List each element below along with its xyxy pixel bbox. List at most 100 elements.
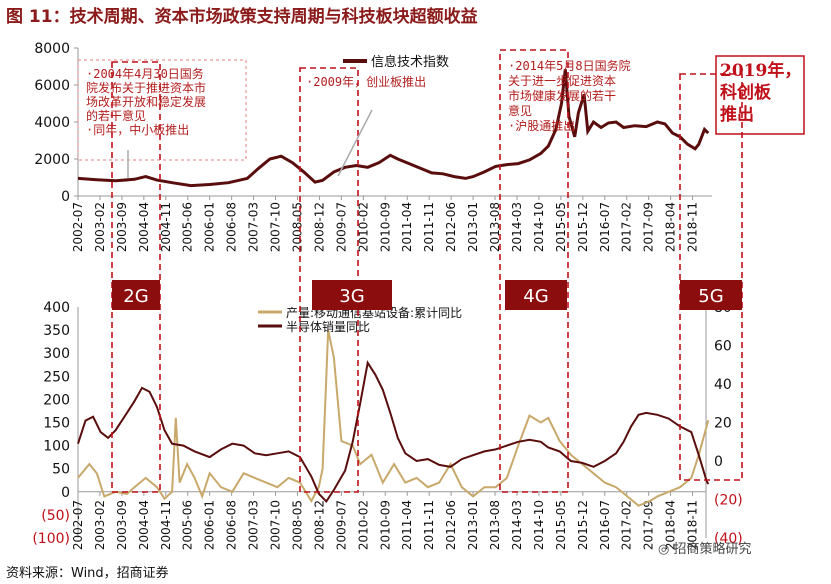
- annotation-frame: [715, 55, 805, 135]
- bottom-x-tick-label: 2018-11: [686, 500, 700, 550]
- annotation-line: ·2004年4月30日国务: [86, 66, 204, 81]
- annotation-line: 推出: [720, 104, 754, 125]
- bottom-x-tick-label: 2007-03: [247, 500, 261, 550]
- annotation-line: 的若干意见: [86, 108, 146, 123]
- annotation-line: ·2014年5月8日国务院: [508, 58, 631, 73]
- top-x-tick-label: 2015-12: [576, 202, 590, 252]
- top-x-tick-label: 2003-02: [93, 202, 107, 252]
- bottom-legend-label-2: 半导体销量同比: [286, 320, 370, 334]
- bottom-x-tick-label: 2013-08: [488, 500, 502, 550]
- bottom-left-tick-label: 250: [43, 369, 70, 385]
- source-note: 资料来源：Wind，招商证券: [6, 566, 169, 581]
- top-x-tick-label: 2008-12: [312, 202, 326, 252]
- top-x-tick-label: 2015-05: [554, 202, 568, 252]
- bottom-right-tick-label: 0: [714, 454, 723, 470]
- top-x-tick-label: 2004-11: [159, 202, 173, 252]
- annotation-line: 市场健康发展的若干: [508, 88, 616, 103]
- bottom-x-tick-label: 2015-05: [554, 500, 568, 550]
- top-y-tick-label: 2000: [34, 152, 70, 168]
- bottom-x-tick-label: 2010-09: [378, 500, 392, 550]
- bottom-x-tick-label: 2016-07: [598, 500, 612, 550]
- bottom-right-tick-label: (40): [714, 531, 743, 547]
- bottom-right-tick-label: (20): [714, 493, 743, 509]
- top-x-tick-label: 2006-08: [225, 202, 239, 252]
- watermark-icon: ◎: [658, 542, 674, 557]
- top-x-tick-label: 2007-03: [247, 202, 261, 252]
- top-x-tick-label: 2011-11: [422, 202, 436, 252]
- watermark-text: ◎ 招商策略研究: [658, 538, 752, 557]
- top-y-tick-label: 6000: [34, 78, 70, 94]
- bottom-left-tick-label: 200: [43, 392, 70, 408]
- bottom-left-tick-label: 0: [61, 485, 70, 501]
- bottom-x-tick-label: 2003-02: [93, 500, 107, 550]
- top-x-tick-label: 2004-04: [137, 202, 151, 252]
- top-y-tick-label: 8000: [34, 41, 70, 57]
- bottom-x-tick-label: 2006-01: [203, 500, 217, 550]
- bottom-left-tick-label: (100): [32, 531, 70, 547]
- top-x-tick-label: 2013-08: [488, 202, 502, 252]
- bottom-x-tick-label: 2011-11: [422, 500, 436, 550]
- top-x-tick-label: 2018-11: [686, 202, 700, 252]
- bottom-x-tick-label: 2014-03: [510, 500, 524, 550]
- bottom-x-tick-label: 2006-08: [225, 500, 239, 550]
- top-x-tick-label: 2014-10: [532, 202, 546, 252]
- annotation-arrow: [337, 109, 373, 177]
- annotation-line: 意见: [508, 103, 532, 118]
- generation-label: 3G: [339, 286, 364, 307]
- annotation-line: 2019年，: [720, 60, 801, 81]
- generation-label-bg: [312, 280, 392, 310]
- top-x-tick-label: 2008-05: [290, 202, 304, 252]
- annotation-line: 科创板: [720, 82, 772, 103]
- cycle-box: [679, 73, 743, 481]
- bottom-left-tick-label: 400: [43, 300, 70, 316]
- bottom-x-tick-label: 2004-04: [137, 500, 151, 550]
- top-x-tick-label: 2010-09: [378, 202, 392, 252]
- annotation-line: ·2009年，创业板推出: [306, 75, 426, 89]
- generation-label-bg: [505, 280, 567, 310]
- bottom-right-tick-label: 20: [714, 416, 732, 432]
- generation-label: 4G: [523, 286, 548, 307]
- bottom-left-tick-label: 50: [52, 462, 70, 478]
- cycle-box: [499, 49, 569, 493]
- cycle-box: [111, 61, 161, 493]
- generation-label-bg: [112, 280, 160, 310]
- bottom-x-tick-label: 2008-12: [312, 500, 326, 550]
- top-x-tick-label: 2013-01: [466, 202, 480, 252]
- bottom-right-tick-label: 60: [714, 339, 732, 355]
- top-x-tick-label: 2014-03: [510, 202, 524, 252]
- bottom-left-tick-label: 100: [43, 439, 70, 455]
- bottom-left-tick-label: 300: [43, 346, 70, 362]
- top-x-tick-label: 2003-09: [115, 202, 129, 252]
- annotation-frame: [77, 59, 247, 161]
- top-x-tick-label: 2012-06: [444, 202, 458, 252]
- bottom-x-tick-label: 2014-10: [532, 500, 546, 550]
- bottom-x-tick-label: 2018-04: [664, 500, 678, 550]
- top-x-tick-label: 2011-04: [400, 202, 414, 252]
- bottom-x-tick-label: 2011-04: [400, 500, 414, 550]
- figure-title: 图 11：技术周期、资本市场政策支持周期与科技板块超额收益: [6, 7, 478, 27]
- top-x-tick-label: 2007-10: [269, 202, 283, 252]
- bottom-x-tick-label: 2005-06: [181, 500, 195, 550]
- top-legend-label: 信息技术指数: [371, 54, 449, 70]
- generation-label: 2G: [123, 286, 148, 307]
- top-x-tick-label: 2009-07: [334, 202, 348, 252]
- semiconductor-yoy-line: [77, 360, 710, 503]
- bottom-x-tick-label: 2009-07: [334, 500, 348, 550]
- annotation-line: 场改革开放和稳定发展: [86, 94, 206, 109]
- top-x-tick-label: 2006-01: [203, 202, 217, 252]
- bottom-left-tick-label: (50): [41, 508, 70, 524]
- bottom-x-tick-label: 2004-11: [159, 500, 173, 550]
- generation-label: 5G: [698, 286, 723, 307]
- bottom-x-tick-label: 2003-09: [115, 500, 129, 550]
- bottom-x-tick-label: 2017-09: [642, 500, 656, 550]
- annotation-line: ·沪股通推出: [508, 119, 575, 133]
- top-x-tick-label: 2017-09: [642, 202, 656, 252]
- top-x-tick-label: 2018-04: [664, 202, 678, 252]
- top-x-tick-label: 2010-02: [356, 202, 370, 252]
- top-x-tick-label: 2016-07: [598, 202, 612, 252]
- bottom-x-tick-label: 2015-12: [576, 500, 590, 550]
- base-station-yoy-line: [77, 329, 710, 507]
- bottom-x-tick-label: 2007-10: [269, 500, 283, 550]
- generation-label-bg: [680, 280, 742, 310]
